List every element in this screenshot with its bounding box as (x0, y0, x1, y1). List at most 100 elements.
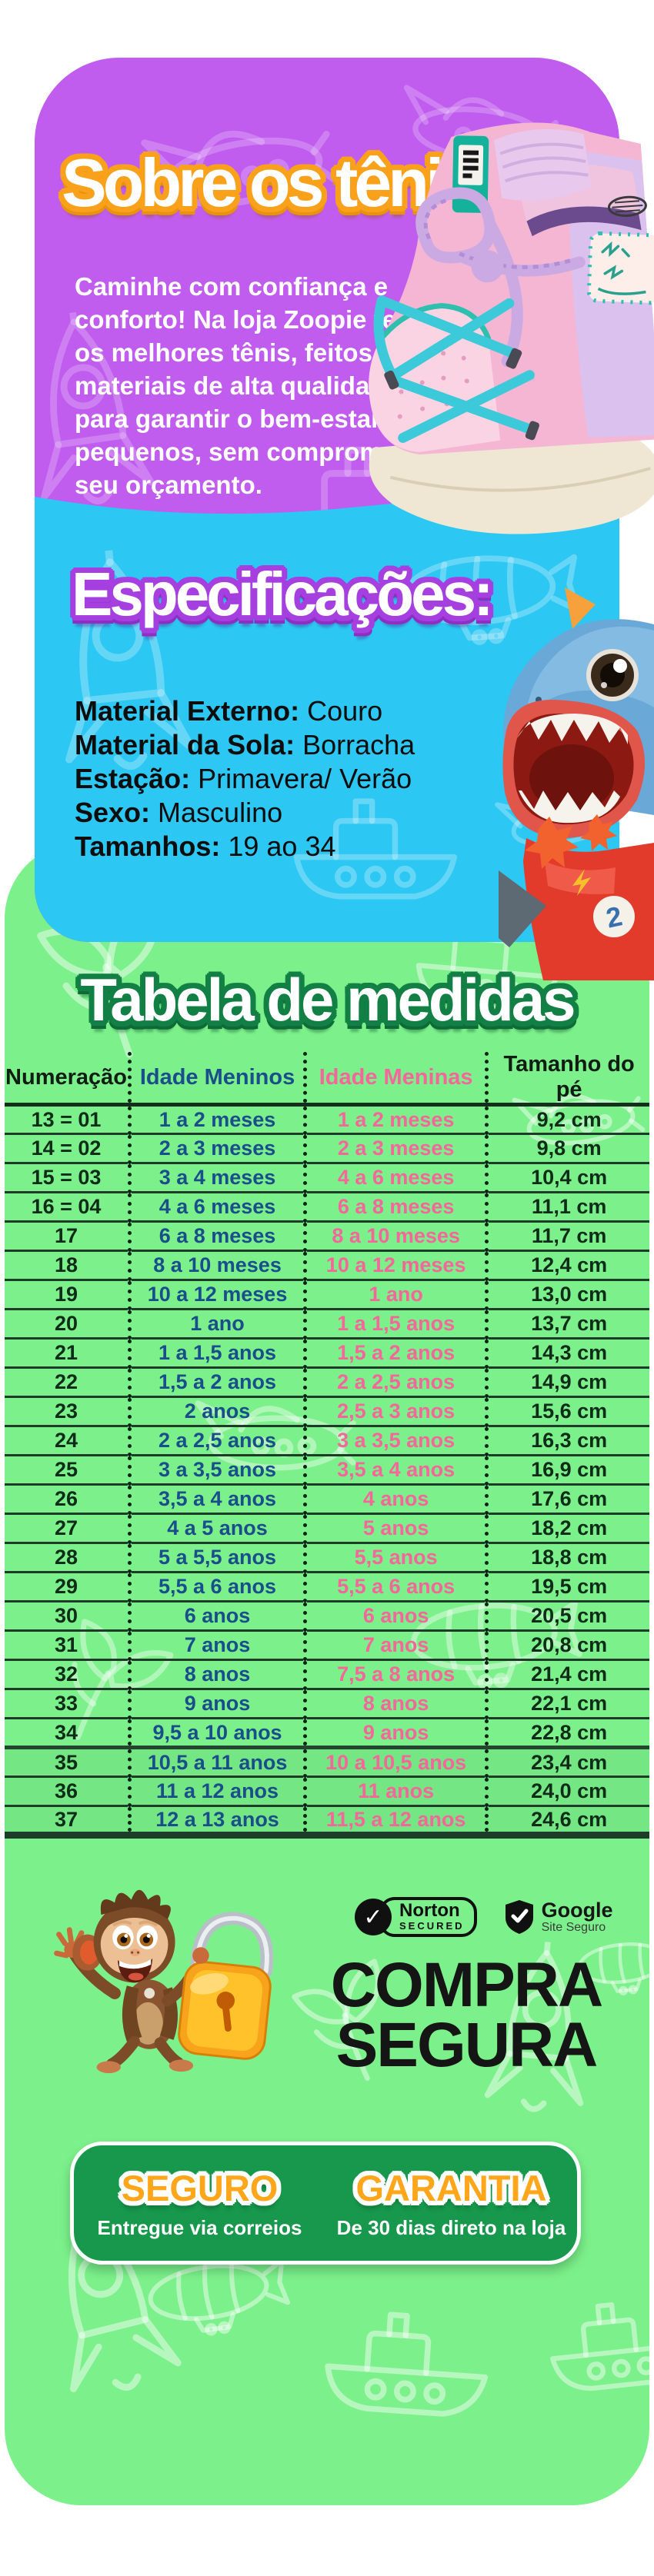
size-table: Numeração Idade Meninos Idade Meninas Ta… (5, 1052, 649, 1839)
table-cell: 2 anos (128, 1396, 305, 1427)
table-cell: 7 anos (128, 1630, 305, 1661)
norton-label: Norton SECURED (379, 1897, 477, 1937)
table-cell: 9,5 a 10 anos (128, 1718, 305, 1749)
table-row: 26 3,5 a 4 anos 4 anos 17,6 cm (5, 1484, 649, 1515)
table-cell: 16 = 04 (5, 1192, 130, 1223)
table-cell: 14 = 02 (5, 1133, 130, 1164)
table-cell: 20 (5, 1309, 130, 1340)
toy-plane-doodle-icon (488, 760, 619, 878)
table-cell: 34 (5, 1718, 130, 1749)
table-cell: 15,6 cm (485, 1396, 649, 1427)
table-cell: 11,7 cm (485, 1221, 649, 1252)
table-cell: 6 a 8 meses (128, 1221, 305, 1252)
table-cell: 1,5 a 2 anos (128, 1367, 305, 1398)
security-badges: ✓ Norton SECURED Google Site Seguro (355, 1897, 613, 1937)
table-cell: 7 anos (302, 1630, 487, 1661)
table-cell: 22 (5, 1367, 130, 1398)
shield-check-icon (505, 1900, 533, 1934)
table-row: 29 5,5 a 6 anos 5,5 a 6 anos 19,5 cm (5, 1572, 649, 1603)
table-cell: 25 (5, 1455, 130, 1486)
norton-subtext: SECURED (399, 1920, 465, 1932)
table-cell: 15 = 03 (5, 1163, 130, 1193)
table-cell: 18 (5, 1250, 130, 1281)
table-cell: 1 ano (128, 1309, 305, 1340)
table-row: 22 1,5 a 2 anos 2 a 2,5 anos 14,9 cm (5, 1367, 649, 1398)
table-cell: 10,5 a 11 anos (128, 1747, 305, 1778)
table-cell: 9,2 cm (485, 1104, 649, 1135)
table-cell: 4 a 5 anos (128, 1513, 305, 1544)
table-cell: 22,1 cm (485, 1689, 649, 1719)
table-cell: 36 (5, 1776, 130, 1807)
google-site-seguro-badge: Google Site Seguro (505, 1899, 613, 1935)
table-cell: 18,2 cm (485, 1513, 649, 1544)
shipping-subtitle: Entregue via correios (97, 2215, 302, 2239)
table-cell: 1 a 1,5 anos (128, 1338, 305, 1369)
hero-card: Sobre os tênis Caminhe com confiança e c… (35, 58, 619, 942)
spec-item: Material da Sola: Borracha (75, 728, 415, 762)
table-cell: 5,5 a 6 anos (128, 1572, 305, 1603)
table-cell: 1,5 a 2 anos (302, 1338, 487, 1369)
table-cell: 3 a 4 meses (128, 1163, 305, 1193)
table-cell: 9 anos (302, 1718, 487, 1749)
table-cell: 14,9 cm (485, 1367, 649, 1398)
norton-name: Norton (399, 1900, 460, 1921)
table-row: 20 1 ano 1 a 1,5 anos 13,7 cm (5, 1309, 649, 1340)
spec-label: Sexo: (75, 797, 151, 828)
spec-label: Tamanhos: (75, 830, 221, 862)
table-cell: 24,6 cm (485, 1806, 649, 1839)
table-cell: 21 (5, 1338, 130, 1369)
table-cell: 29 (5, 1572, 130, 1603)
table-cell: 3,5 a 4 anos (302, 1455, 487, 1486)
table-row: 27 4 a 5 anos 5 anos 18,2 cm (5, 1513, 649, 1544)
table-cell: 8 anos (128, 1659, 305, 1690)
spec-value: Couro (307, 695, 383, 727)
table-cell: 2 a 3 meses (302, 1133, 487, 1164)
table-cell: 22,8 cm (485, 1718, 649, 1749)
table-cell: 8 anos (302, 1689, 487, 1719)
table-cell: 1 a 2 meses (128, 1104, 305, 1135)
table-cell: 12,4 cm (485, 1250, 649, 1281)
table-cell: 12 a 13 anos (128, 1806, 305, 1839)
size-table-title: Tabela de medidas (80, 966, 576, 1033)
spec-value: Masculino (158, 797, 283, 828)
specs-list: Material Externo: Couro Material da Sola:… (75, 694, 415, 864)
table-row: 15 = 03 3 a 4 meses 4 a 6 meses 10,4 cm (5, 1163, 649, 1193)
table-cell: 9,8 cm (485, 1133, 649, 1164)
specs-title: Especificações: (72, 560, 494, 628)
toy-boat-doodle-icon (538, 2280, 649, 2411)
toy-boat-doodle-icon (309, 2296, 509, 2432)
table-row: 34 9,5 a 10 anos 9 anos 22,8 cm (5, 1718, 649, 1749)
table-cell: 11 anos (302, 1776, 487, 1807)
table-cell: 3 a 3,5 anos (128, 1455, 305, 1486)
google-label: Google Site Seguro (542, 1899, 613, 1935)
table-cell: 13,7 cm (485, 1309, 649, 1340)
google-name: Google (541, 1899, 613, 1922)
size-table-header: Numeração Idade Meninos Idade Meninas Ta… (5, 1052, 649, 1107)
size-guide-card: Tabela de medidas Numeração Idade Menino… (5, 842, 649, 2505)
table-cell: 5,5 anos (302, 1543, 487, 1573)
table-cell: 10 a 10,5 anos (302, 1747, 487, 1778)
table-row: 21 1 a 1,5 anos 1,5 a 2 anos 14,3 cm (5, 1338, 649, 1369)
warranty-title: GARANTIA (355, 2167, 547, 2208)
guarantee-box: SEGURO Entregue via correios GARANTIA De… (70, 2142, 581, 2265)
table-cell: 11,1 cm (485, 1192, 649, 1223)
table-cell: 28 (5, 1543, 130, 1573)
table-cell: 32 (5, 1659, 130, 1690)
table-cell: 23,4 cm (485, 1747, 649, 1778)
table-cell: 26 (5, 1484, 130, 1515)
table-cell: 9 anos (128, 1689, 305, 1719)
table-cell: 10,4 cm (485, 1163, 649, 1193)
column-header-tamanho-pe: Tamanho do pé (485, 1052, 649, 1107)
table-cell: 1 a 1,5 anos (302, 1309, 487, 1340)
table-cell: 35 (5, 1747, 130, 1778)
table-cell: 8 a 10 meses (302, 1221, 487, 1252)
table-cell: 2 a 3 meses (128, 1133, 305, 1164)
table-row: 31 7 anos 7 anos 20,8 cm (5, 1630, 649, 1661)
table-cell: 6 a 8 meses (302, 1192, 487, 1223)
specs-section: Especificações: Material Externo: Couro M… (35, 492, 619, 942)
table-cell: 24 (5, 1426, 130, 1456)
headline-line-2: SEGURA (335, 2010, 599, 2080)
spec-value: 19 ao 34 (228, 830, 336, 862)
table-cell: 4 a 6 meses (128, 1192, 305, 1223)
table-cell: 5,5 a 6 anos (302, 1572, 487, 1603)
